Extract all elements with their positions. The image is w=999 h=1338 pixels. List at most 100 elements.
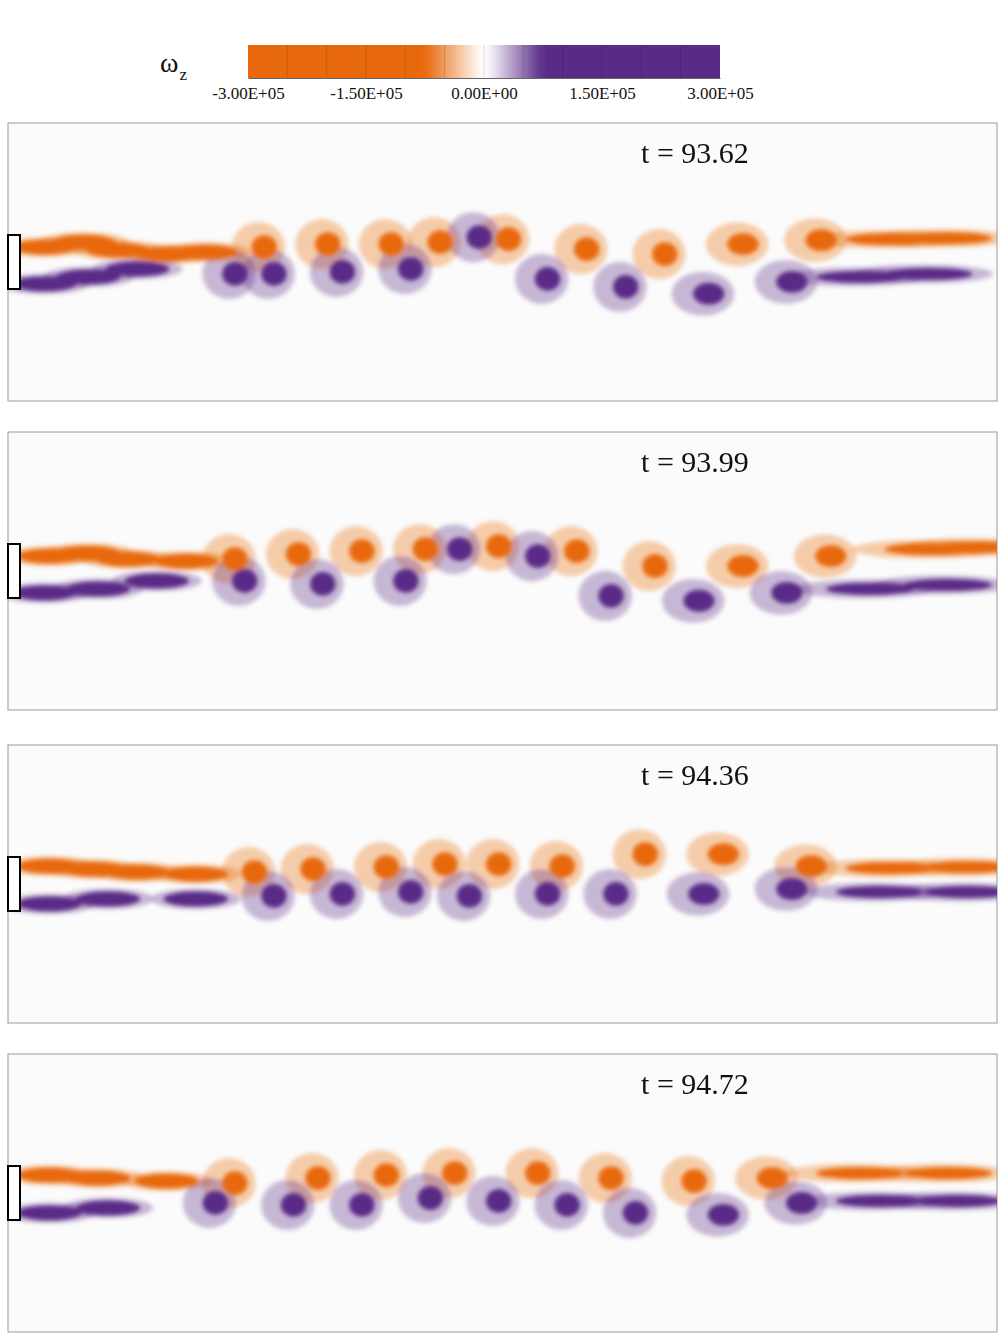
vortex [305,1166,330,1190]
vortex-halo [398,1173,451,1223]
time-label: t = 94.36 [641,758,749,791]
vortex [771,582,802,604]
colorbar-band-edge [523,45,524,78]
vortex [222,1171,247,1195]
colorbar-band-edge [562,45,563,78]
vortex [66,581,130,596]
colorbar-tick-label: 0.00E+00 [451,84,518,103]
vortex [623,1201,648,1225]
vortex [261,262,286,286]
vortex [418,1186,443,1210]
vortex [134,1174,198,1189]
vortex [330,882,355,906]
vortex-halo [505,531,558,581]
colorbar-band-edge [641,45,642,78]
vortex-halo [437,871,490,921]
vortex [683,590,714,612]
panel: t = 94.72 [4,1054,999,1332]
colorbar-band-edge [326,45,327,78]
vortex [688,883,719,905]
vortex [598,584,623,608]
vortex [613,275,638,299]
vortex [815,545,846,567]
vortex [330,260,355,284]
panel: t = 93.99 [0,432,999,710]
vortex-halo [662,579,725,623]
vortex-layer [8,212,997,315]
colorbar-axis: -3.00E+05-1.50E+050.00E+001.50E+053.00E+… [212,78,754,103]
vortex [447,537,472,561]
vortex [164,891,228,906]
vortex-halo [579,571,632,621]
vortex-layer [8,829,997,921]
field [8,212,997,315]
vortex [633,842,658,866]
colorbar [248,45,720,78]
colorbar-tick: 0.00E+00 [451,78,518,103]
vortex [242,860,267,884]
vortex-halo [672,272,735,316]
vortex [681,1169,706,1193]
field [8,521,997,622]
vortex [281,1193,306,1217]
vortex [398,880,423,904]
vortex [486,534,511,558]
vortex [885,268,973,280]
vortex [125,573,189,588]
vortex [154,554,218,569]
vortex [603,882,628,906]
vortex [398,257,423,281]
colorbar-title: ωz [160,47,187,84]
vortex [826,583,914,595]
colorbar-tick-label: -3.00E+05 [212,84,284,103]
colorbar-bands [287,45,680,78]
vortex-halo [686,1193,749,1237]
colorbar-title-main: ω [160,47,178,78]
vortex [379,232,404,256]
colorbar-axis-line [249,78,721,79]
vortex [904,1167,992,1179]
vortex [261,884,286,908]
vortex [310,572,335,596]
time-label: t = 94.72 [641,1067,749,1100]
vortex [693,283,724,305]
vortex [535,267,560,291]
vortex [413,537,438,561]
vortex [786,1192,817,1214]
vortex-halo [447,212,500,262]
vortex [76,1200,140,1215]
colorbar-tick: 3.00E+05 [687,78,754,103]
vortex [796,855,827,877]
vortex [564,539,589,563]
vortex-halo [151,888,241,909]
colorbar-band-edge [484,45,485,78]
colorbar-tick-label: 3.00E+05 [687,84,754,103]
vortex [525,1161,550,1185]
vortex [652,242,677,266]
vortex [374,855,399,879]
body [8,857,20,911]
vortex [315,232,340,256]
vortex-halo [261,1180,314,1230]
vortex [442,1161,467,1185]
vortex-halo [583,869,636,919]
vortex [933,541,997,553]
vortex [427,230,452,254]
vortex [252,235,277,259]
vortex [300,857,325,881]
vortex [598,1166,623,1190]
time-label: t = 93.99 [641,445,749,478]
body [8,1166,20,1220]
colorbar-band-edge [602,45,603,78]
vortex [349,539,374,563]
colorbar-band-edge [287,45,288,78]
vortex [727,233,758,255]
vortex-halo [667,872,730,916]
vortex [924,861,997,873]
colorbar-tick-label: -1.50E+05 [330,84,402,103]
vortex [432,852,457,876]
vortex-halo [706,222,769,266]
vortex [924,886,997,898]
vortex [914,1195,997,1207]
vortex-halo [290,559,343,609]
